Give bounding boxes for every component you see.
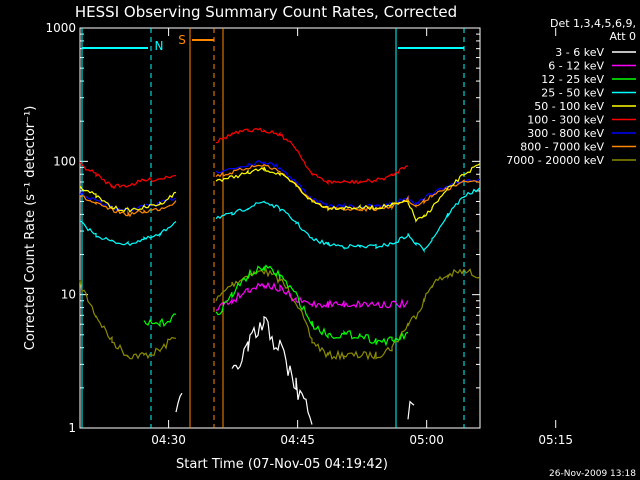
y-tick-label: 1 <box>68 421 76 435</box>
legend-label: 50 - 100 keV <box>534 100 604 113</box>
series-line <box>215 163 481 223</box>
series-line <box>79 220 177 247</box>
legend-label: 3 - 6 keV <box>555 46 604 59</box>
series-line <box>231 315 313 425</box>
plot-border <box>79 27 481 429</box>
series-line <box>79 185 177 213</box>
x-tick-label: 04:30 <box>151 433 186 447</box>
legend-header-attenuator: Att 0 <box>610 30 636 43</box>
series-line <box>143 313 177 328</box>
saa-label: S <box>178 33 186 47</box>
y-tick-label: 1000 <box>45 21 76 35</box>
legend-label: 6 - 12 keV <box>548 60 604 73</box>
legend-label: 7000 - 20000 keV <box>506 154 604 167</box>
x-tick-label: 05:00 <box>409 433 444 447</box>
legend-label: 12 - 25 keV <box>541 73 604 86</box>
series-line <box>215 281 409 311</box>
series-line <box>215 163 480 212</box>
legend-header: Det 1,3,4,5,6,9, <box>550 17 636 30</box>
series-line <box>79 194 177 218</box>
series-line <box>175 392 183 413</box>
series-line <box>215 127 409 186</box>
legend-label: 300 - 800 keV <box>527 127 604 140</box>
y-tick-label: 100 <box>53 154 76 168</box>
legend-label: 800 - 7000 keV <box>520 141 604 154</box>
chart-title: HESSI Observing Summary Count Rates, Cor… <box>75 3 457 21</box>
legend-label: 25 - 50 keV <box>541 87 604 100</box>
series-line <box>215 187 481 253</box>
legend-label: 100 - 300 keV <box>527 114 604 127</box>
series-line <box>215 264 409 347</box>
y-axis-label: Corrected Count Rate (s⁻¹ detector⁻¹) <box>23 106 38 351</box>
series-line <box>79 161 177 190</box>
y-tick-label: 10 <box>61 288 76 302</box>
series-line <box>215 267 481 361</box>
x-axis-label: Start Time (07-Nov-05 04:19:42) <box>176 457 388 472</box>
series-line <box>407 400 415 420</box>
x-tick-label: 05:15 <box>538 433 573 447</box>
night-label: N <box>155 39 164 53</box>
series-line <box>215 160 481 210</box>
timestamp-footer: 26-Nov-2009 13:18 <box>549 469 636 479</box>
x-tick-label: 04:45 <box>280 433 315 447</box>
series-line <box>79 279 177 360</box>
